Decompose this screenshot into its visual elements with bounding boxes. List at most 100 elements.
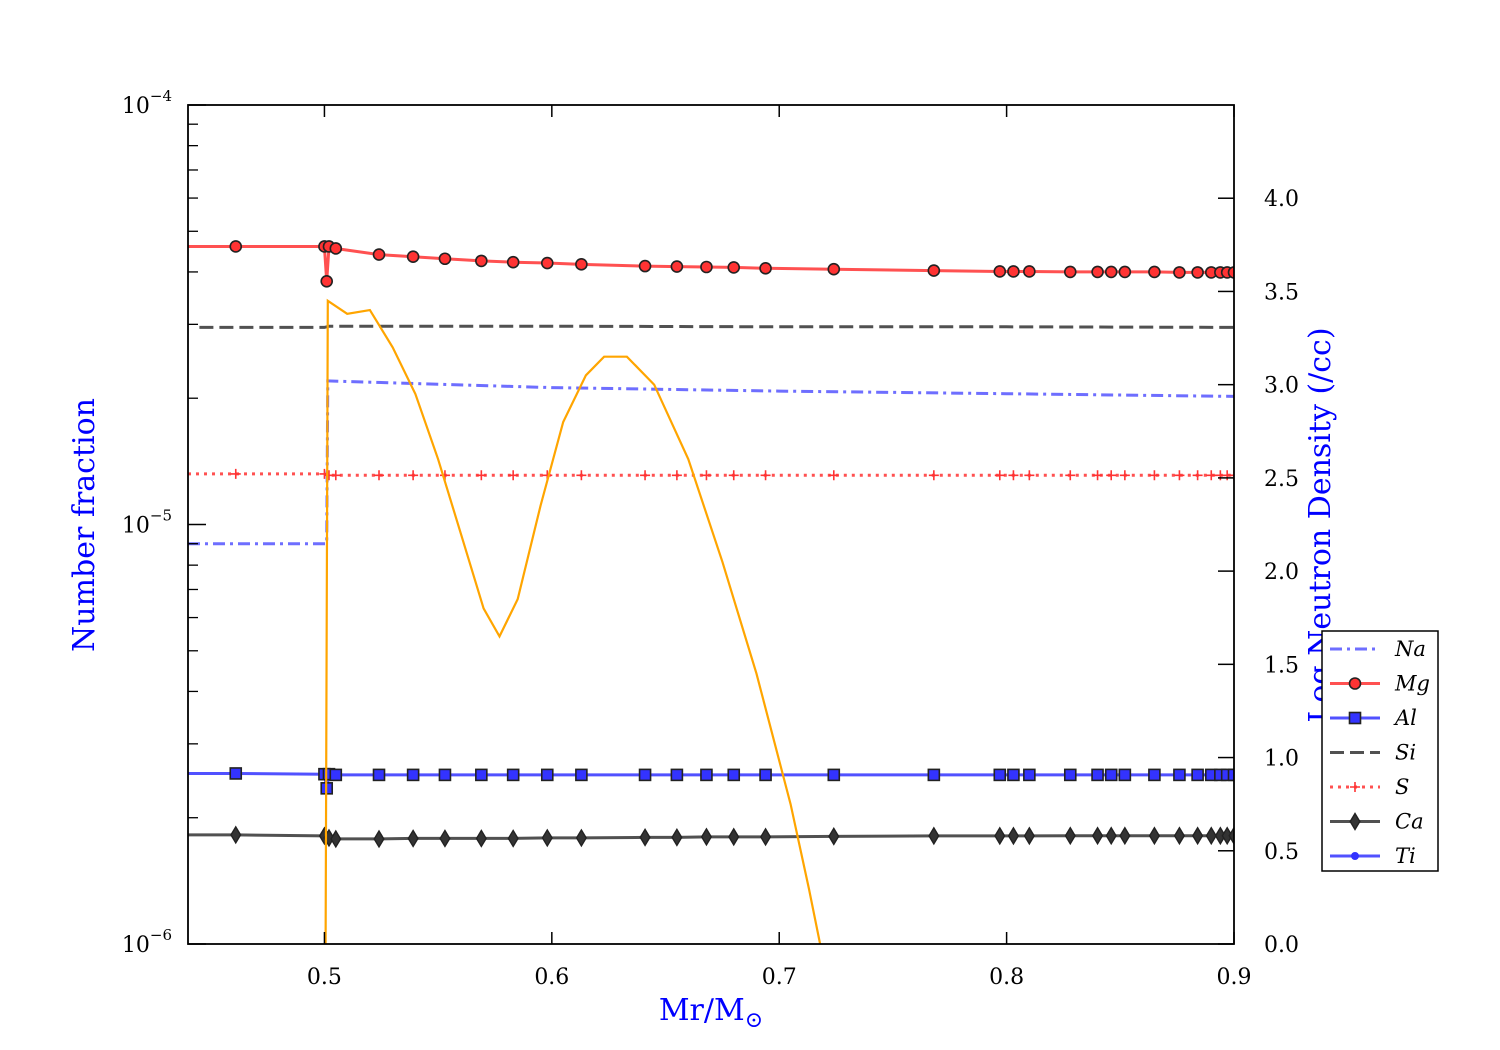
series-ca-marker [475,829,487,848]
series-s-marker [1229,470,1234,481]
series-mg-marker [670,260,684,273]
series-mg-marker [1007,265,1020,278]
series-mg-marker [1148,265,1161,279]
series-al-marker [438,768,452,782]
legend-item-al: Al [1330,706,1417,730]
series-s-marker [701,470,712,481]
y-right-tick-label: 1.0 [1264,747,1299,772]
series-s-marker [760,470,771,481]
y-left-tick-label: 10−6 [122,926,172,958]
series-s-marker [928,470,939,481]
series-mg-marker [1104,265,1118,279]
series-mg-marker [1023,265,1036,278]
y-left-tick-label: 10−5 [122,507,172,539]
series-s-marker [1192,470,1203,481]
series-s-marker [1024,470,1035,481]
neutron-density-line [324,298,822,944]
series-al-marker [638,768,652,782]
x-tick-label: 0.7 [762,965,797,990]
series-ca-marker [1064,826,1076,846]
series-s-marker [994,470,1005,481]
series-ca-marker [671,828,683,847]
tick-exponent: −6 [150,926,172,944]
legend-label-si: Si [1395,741,1416,765]
series-al-marker [1173,768,1186,782]
series-s-marker [671,470,682,481]
series-al-marker [1148,768,1161,782]
series-s-marker [1174,470,1185,481]
y-right-tick-label: 3.5 [1264,280,1299,305]
series-ca-marker [439,829,451,848]
series-ca-marker [330,829,342,849]
series-al-marker [700,768,713,782]
series-ca-marker [407,829,419,848]
series-ca-marker [1173,826,1186,846]
legend-label-ca: Ca [1395,810,1424,834]
y-axis-title-left: Number fraction [67,398,102,652]
series-mg-marker [759,262,772,275]
series-al-marker [927,768,941,782]
series-al-marker [506,768,520,782]
series-s-marker [330,470,341,481]
series-mg-marker [1227,266,1234,279]
series-ca-marker [1119,826,1131,846]
series-s-marker [508,470,519,481]
series-mg-marker [1118,265,1132,279]
series-al-marker [1191,768,1204,782]
series-ca [188,825,1234,849]
y-right-tick-label: 0.5 [1264,840,1299,865]
y-right-tick-label: 3.0 [1264,374,1299,399]
series-al-marker [670,768,684,782]
legend-item-ti: Ti [1330,844,1416,868]
series-s-marker [1206,470,1217,481]
x-tick-label: 0.8 [989,965,1024,990]
series-mg-line [188,244,1234,282]
series-ca-marker [828,827,840,846]
series-al-marker [1091,768,1104,782]
series-na [188,379,1234,546]
series-s-marker [640,470,651,481]
series-mg-marker [1191,266,1204,279]
series-al-marker [540,768,554,782]
series-na-line [188,379,1234,546]
legend-marker-s [1350,782,1360,792]
series-mg-marker [1091,265,1104,279]
tick-base: 10 [122,514,150,539]
y-right-tick-label: 2.5 [1264,467,1299,492]
series-al-marker [727,768,741,782]
series-mg-marker [727,261,741,274]
series-mg-marker [1063,265,1077,279]
series-al-marker [1007,768,1020,782]
series-s-marker [576,470,587,481]
series-mg-marker [320,274,334,288]
series-s-marker [230,468,241,479]
series-s-marker [374,470,385,481]
series-al-marker [993,768,1007,782]
x-tick-label: 0.9 [1217,965,1252,990]
series-ca-marker [1148,826,1161,846]
series-s-marker [828,470,839,481]
tick-base: 10 [122,933,150,958]
series-s-marker [728,470,739,481]
series-mg-marker [1173,266,1186,279]
series-ca-marker [541,828,553,848]
series-layer [188,240,1234,944]
legend: Na Mg Al Si S Ca Ti [1321,630,1439,872]
series-mg-marker [438,252,452,266]
y-left-tick-label: 10−4 [122,87,172,119]
x-axis-title-sub: ⊙ [745,1008,763,1033]
series-s-marker [408,470,419,481]
legend-marker-ti [1351,852,1359,860]
series-al-marker [1023,768,1036,782]
series-mg-marker [638,259,652,273]
series-al-marker [1063,768,1077,782]
series-ca-marker [1007,826,1020,846]
series-s-marker [1149,470,1160,481]
series-s-marker [1065,470,1076,481]
series-al-line [188,772,1234,789]
x-axis-title-main: Mr/M [659,993,745,1028]
series-al-marker [475,768,488,782]
series-al-marker [827,768,841,782]
series-ca-marker [1105,826,1117,846]
